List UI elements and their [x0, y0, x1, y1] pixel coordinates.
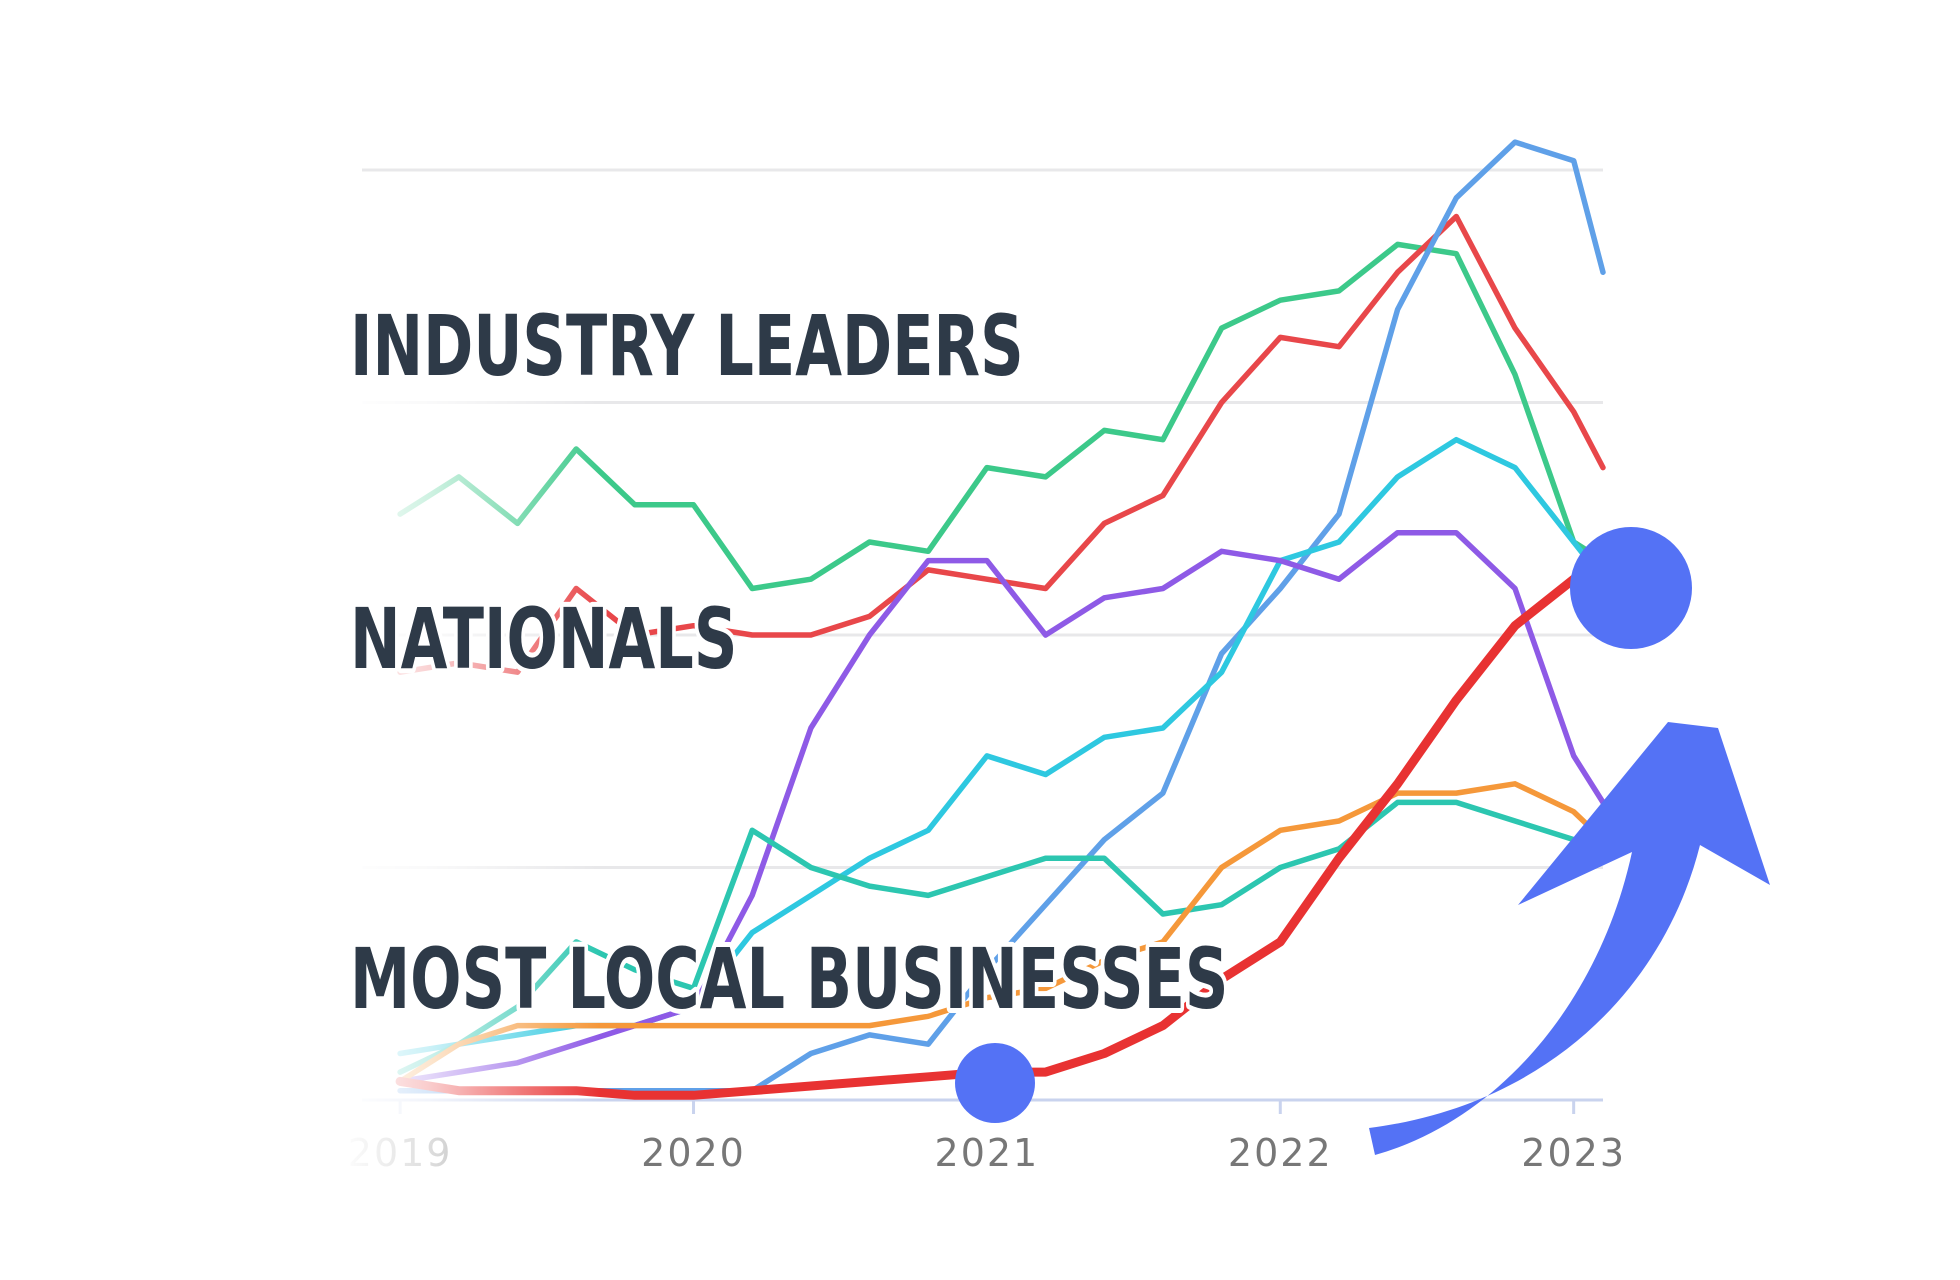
x-tick-label: 2021 [935, 1131, 1040, 1175]
annotation: INDUSTRY LEADERS [350, 298, 1024, 396]
x-tick-label: 2023 [1521, 1131, 1626, 1175]
highlight-dot [955, 1043, 1035, 1123]
series-line [397, 799, 1606, 1075]
x-tick-label: 2020 [641, 1131, 746, 1175]
annotation: MOST LOCAL BUSINESSES [350, 931, 1228, 1029]
fade-overlay [340, 380, 600, 1180]
annotation: NATIONALS [350, 591, 737, 689]
highlight-dot [1570, 527, 1692, 649]
series-line [397, 213, 1606, 675]
growth-arrow [1369, 722, 1770, 1155]
series-line [397, 781, 1606, 1085]
series-line [397, 529, 1606, 1085]
x-tick-label: 2022 [1228, 1131, 1333, 1175]
